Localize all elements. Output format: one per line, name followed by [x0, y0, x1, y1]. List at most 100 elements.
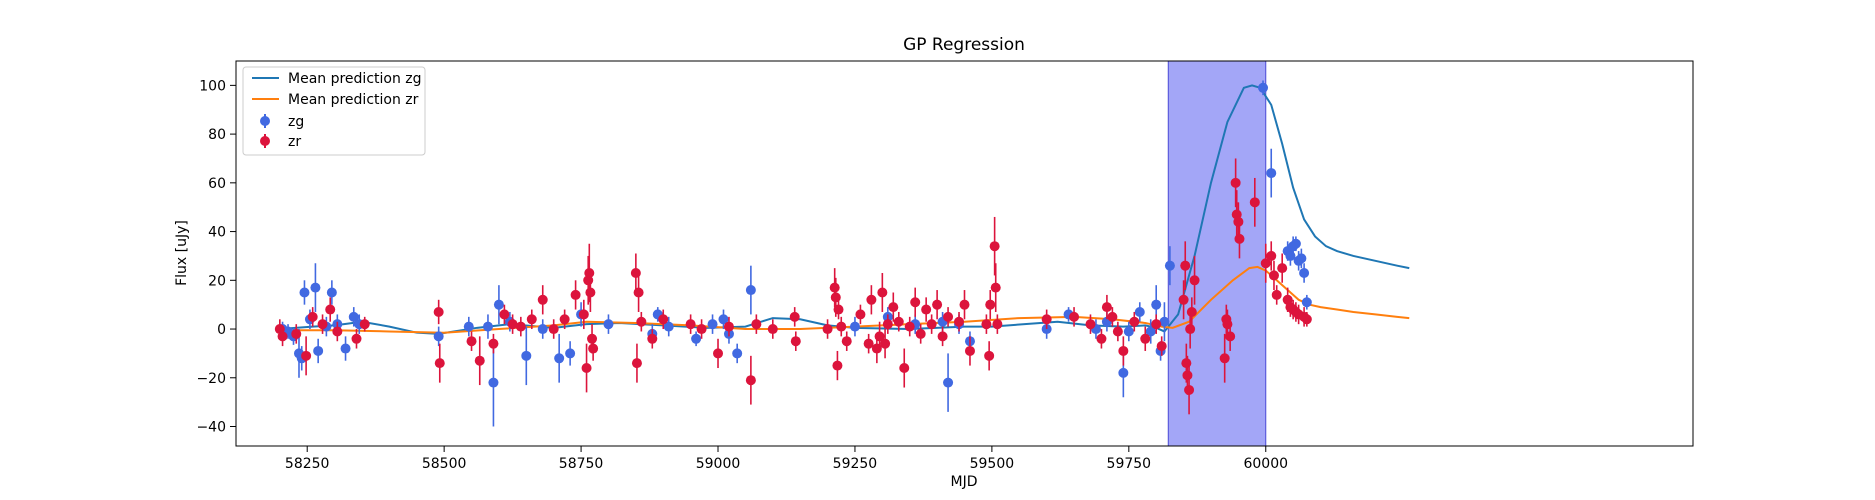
point-zr-79 [992, 319, 1003, 330]
point-zr-78 [990, 282, 1001, 293]
chart-title: GP Regression [903, 35, 1025, 55]
point-zr-34 [647, 333, 658, 344]
point-zg-60 [1290, 238, 1301, 249]
legend-marker-zr [260, 136, 270, 146]
point-zg-53 [1159, 316, 1170, 327]
point-zg-23 [554, 353, 565, 364]
mean-prediction-line-0 [279, 84, 1410, 335]
point-zg-29 [663, 321, 674, 332]
point-zg-54 [1164, 260, 1175, 271]
plot-background [236, 61, 1693, 446]
x-tick-label-5: 59500 [970, 456, 1015, 472]
point-zg-36 [849, 321, 860, 332]
shaded-region [1167, 60, 1267, 447]
point-zr-19 [537, 294, 548, 305]
point-zg-22 [537, 324, 548, 335]
point-zr-7 [332, 326, 343, 337]
point-zr-111 [1268, 270, 1279, 281]
y-axis-ticks: −40 −20 0 20 40 60 80 100 [196, 78, 236, 436]
y-tick-label-1: −20 [196, 371, 226, 387]
y-tick-label-5: 60 [208, 176, 226, 192]
shaded-region-group [1167, 60, 1267, 447]
point-zr-110 [1266, 250, 1277, 261]
y-tick-label-6: 80 [208, 127, 226, 143]
point-zr-106 [1233, 216, 1244, 227]
point-zr-75 [984, 350, 995, 361]
point-zr-37 [696, 324, 707, 335]
point-zr-2 [291, 328, 302, 339]
point-zr-28 [587, 333, 598, 344]
point-zr-10 [433, 306, 444, 317]
point-zr-42 [767, 324, 778, 335]
y-tick-label-2: 0 [217, 322, 226, 338]
point-zr-69 [937, 331, 948, 342]
point-zr-80 [1041, 314, 1052, 325]
point-zr-16 [507, 319, 518, 330]
point-zr-82 [1085, 319, 1096, 330]
point-zr-73 [964, 345, 975, 356]
point-zr-93 [1180, 260, 1191, 271]
point-zr-29 [588, 343, 599, 354]
point-zg-56 [1266, 168, 1277, 179]
point-zr-43 [789, 311, 800, 322]
point-zg-21 [521, 350, 532, 361]
point-zg-17 [482, 321, 493, 332]
point-zr-14 [488, 338, 499, 349]
point-zr-57 [877, 287, 888, 298]
point-zr-23 [578, 309, 589, 320]
point-zr-1 [277, 331, 288, 342]
point-zr-85 [1107, 311, 1118, 322]
point-zr-35 [658, 314, 669, 325]
point-zr-12 [466, 336, 477, 347]
point-zg-16 [463, 321, 474, 332]
point-zr-67 [926, 319, 937, 330]
point-zr-21 [559, 314, 570, 325]
point-zg-13 [348, 311, 359, 322]
point-zr-20 [548, 324, 559, 335]
point-zg-30 [691, 333, 702, 344]
point-zr-52 [855, 309, 866, 320]
point-zr-9 [359, 319, 370, 330]
point-zr-107 [1234, 233, 1245, 244]
x-axis-ticks: 58250 58500 58750 59000 59250 59500 59750 60000 [285, 446, 1288, 472]
legend-label-zg-line: Mean prediction zg [288, 71, 422, 87]
point-zr-91 [1156, 341, 1167, 352]
point-zg-12 [340, 343, 351, 354]
point-zr-27 [585, 287, 596, 298]
axes: 58250 58500 58750 59000 59250 59500 59750 60000… [174, 35, 1288, 490]
point-zr-18 [526, 314, 537, 325]
point-zr-88 [1129, 316, 1140, 327]
point-zr-87 [1118, 345, 1129, 356]
point-zg-26 [603, 319, 614, 330]
point-zr-31 [631, 358, 642, 369]
point-zr-65 [915, 328, 926, 339]
point-zg-55 [1258, 82, 1269, 93]
x-tick-label-6: 59750 [1107, 456, 1152, 472]
point-zr-50 [836, 321, 847, 332]
point-zr-96 [1184, 384, 1195, 395]
point-zr-53 [863, 338, 874, 349]
point-zr-86 [1112, 326, 1123, 337]
x-axis-label: MJD [951, 474, 978, 490]
legend-label-zg: zg [288, 114, 304, 130]
point-zg-63 [1299, 267, 1310, 278]
point-zg-24 [565, 348, 576, 359]
point-zr-8 [351, 333, 362, 344]
point-zr-33 [636, 316, 647, 327]
legend-label-zr-line: Mean prediction zr [288, 92, 419, 108]
point-zg-15 [433, 331, 444, 342]
point-zr-84 [1101, 302, 1112, 313]
point-zr-83 [1096, 333, 1107, 344]
point-zg-5 [299, 287, 310, 298]
point-zg-10 [326, 287, 337, 298]
point-zr-15 [499, 309, 510, 320]
point-zr-112 [1271, 289, 1282, 300]
point-zg-18 [488, 377, 499, 388]
point-zg-7 [310, 282, 321, 293]
point-zr-13 [474, 355, 485, 366]
point-zr-51 [841, 336, 852, 347]
point-zr-60 [888, 302, 899, 313]
plot-layer [235, 60, 1694, 447]
point-zr-26 [584, 267, 595, 278]
